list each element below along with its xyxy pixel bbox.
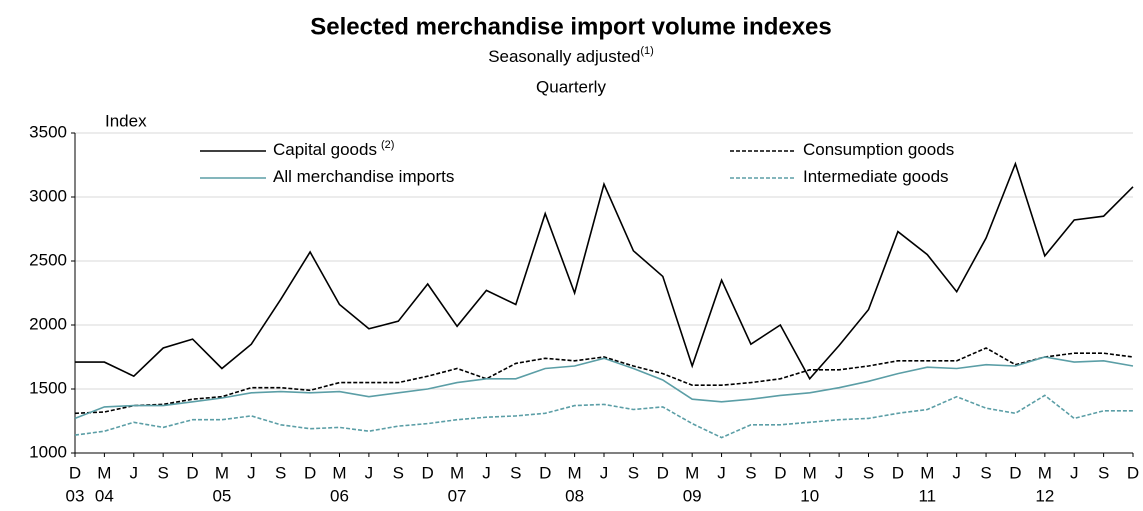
x-tick-label: M xyxy=(568,463,582,482)
x-year-label: 07 xyxy=(448,486,467,505)
x-tick-label: D xyxy=(186,463,198,482)
x-tick-label: M xyxy=(332,463,346,482)
x-tick-label: D xyxy=(1009,463,1021,482)
series-line xyxy=(75,161,1134,381)
x-tick-label: D xyxy=(657,463,669,482)
x-tick-label: S xyxy=(628,463,639,482)
legend-entry: Consumption goods xyxy=(803,140,954,159)
legend-label: Intermediate goods xyxy=(803,167,949,186)
x-tick-label: M xyxy=(920,463,934,482)
chart-title: Selected merchandise import volume index… xyxy=(310,13,832,40)
x-tick-label: D xyxy=(774,463,786,482)
x-tick-label: D xyxy=(892,463,904,482)
series-line xyxy=(74,347,1134,415)
x-tick-label: J xyxy=(952,463,961,482)
x-tick-label: S xyxy=(393,463,404,482)
x-tick-label: M xyxy=(215,463,229,482)
x-tick-label: S xyxy=(275,463,286,482)
legend-note: (2) xyxy=(381,139,394,151)
x-tick-label: J xyxy=(482,463,491,482)
x-tick-label: M xyxy=(450,463,464,482)
chart-subtitle-2: Quarterly xyxy=(536,77,606,96)
x-year-label: 11 xyxy=(918,486,936,505)
series-line xyxy=(74,356,1134,420)
y-tick-label: 3500 xyxy=(29,122,67,141)
x-tick-label: J xyxy=(835,463,844,482)
x-tick-label: M xyxy=(685,463,699,482)
x-tick-label: J xyxy=(247,463,256,482)
x-tick-label: S xyxy=(510,463,521,482)
x-tick-label: S xyxy=(980,463,991,482)
legend-entry: Capital goods (2) xyxy=(273,139,394,160)
legend-label: All merchandise imports xyxy=(273,167,454,186)
x-tick-label: J xyxy=(600,463,609,482)
y-tick-label: 3000 xyxy=(29,186,67,205)
legend-entry: All merchandise imports xyxy=(273,167,454,186)
x-tick-label: M xyxy=(97,463,111,482)
x-tick-label: D xyxy=(69,463,81,482)
x-tick-label: D xyxy=(422,463,434,482)
x-year-label: 06 xyxy=(330,486,349,505)
series-line xyxy=(74,394,1133,439)
x-tick-label: S xyxy=(1098,463,1109,482)
legend-label: Capital goods xyxy=(273,140,377,159)
x-year-label: 10 xyxy=(800,486,819,505)
legend-label: Consumption goods xyxy=(803,140,954,159)
x-year-label: 04 xyxy=(95,486,114,505)
x-tick-label: S xyxy=(745,463,756,482)
subtitle-text: Seasonally adjusted xyxy=(488,47,640,66)
y-axis-label: Index xyxy=(105,111,147,130)
x-tick-label: J xyxy=(717,463,726,482)
x-tick-label: J xyxy=(365,463,374,482)
y-tick-label: 2500 xyxy=(29,250,67,269)
x-tick-label: M xyxy=(803,463,817,482)
chart-subtitle: Seasonally adjusted(1) xyxy=(488,45,654,67)
x-year-label: 08 xyxy=(565,486,584,505)
x-tick-label: M xyxy=(1038,463,1052,482)
y-tick-label: 1000 xyxy=(29,442,67,461)
x-tick-label: D xyxy=(304,463,316,482)
x-tick-label: D xyxy=(1127,463,1139,482)
x-year-label: 05 xyxy=(212,486,231,505)
legend-entry: Intermediate goods xyxy=(803,167,949,186)
x-tick-label: D xyxy=(539,463,551,482)
x-tick-label: J xyxy=(130,463,139,482)
y-tick-label: 2000 xyxy=(29,314,67,333)
x-year-label: 12 xyxy=(1035,486,1054,505)
x-year-label: 09 xyxy=(683,486,702,505)
subtitle-note: (1) xyxy=(640,45,653,57)
x-tick-label: S xyxy=(863,463,874,482)
x-year-label: 03 xyxy=(66,486,85,505)
x-tick-label: J xyxy=(1070,463,1079,482)
x-tick-label: S xyxy=(157,463,168,482)
y-tick-label: 1500 xyxy=(29,378,67,397)
